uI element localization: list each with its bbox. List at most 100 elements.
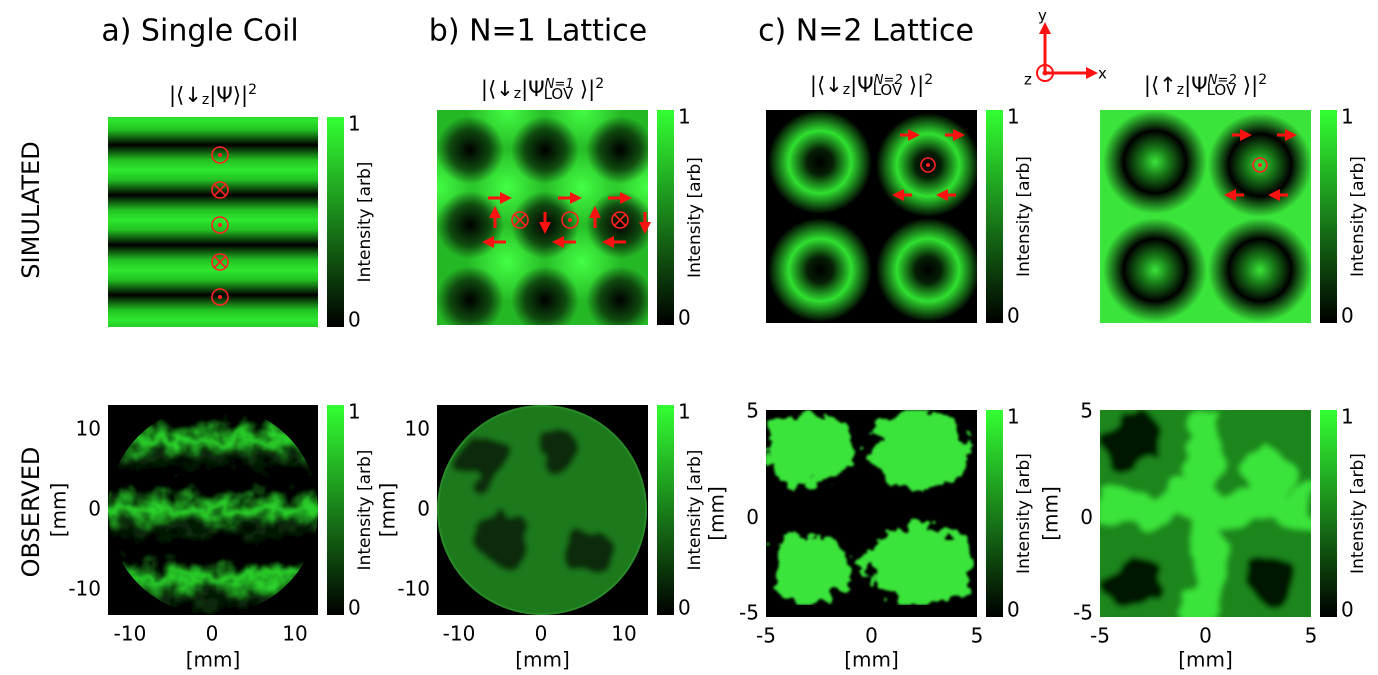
panel-label: |⟨↓z|Ψ⟩|2 (169, 82, 257, 108)
row-label: SIMULATED (17, 141, 45, 278)
column-title: a) Single Coil (101, 14, 298, 49)
x-tick-label: 0 (865, 624, 878, 648)
x-axis-label: [mm] (1178, 648, 1233, 672)
axes-dot (1042, 70, 1048, 76)
y-tick-label: 0 (88, 497, 101, 521)
field-symbols (211, 146, 1268, 306)
obs-image (437, 405, 647, 615)
label-part: |⟨↓ (481, 77, 514, 102)
label-part: ⟩| (573, 77, 595, 102)
colorbar-label: Intensity [arb] (685, 157, 705, 278)
y-axis-label: [mm] (705, 486, 729, 541)
column-title: b) N=1 Lattice (429, 14, 647, 49)
label-part: z (843, 82, 850, 98)
x-tick-label: -10 (114, 622, 147, 646)
colorbar-max: 1 (678, 400, 691, 424)
axis-y: y (1038, 7, 1047, 25)
panel-label: |⟨↑z|ΨN=2 LOV ⟩|2 (1144, 72, 1267, 99)
colorbar-min: 0 (1007, 304, 1020, 328)
y-axis-label: [mm] (47, 483, 71, 538)
colorbar-label: Intensity [arb] (1014, 156, 1034, 277)
colorbar-max: 1 (1007, 405, 1020, 429)
label-part: N=2 (874, 73, 903, 88)
label-part: |Ψ (521, 77, 545, 102)
y-tick-label: 10 (76, 417, 101, 441)
current-arrows (482, 129, 1297, 248)
colorbar (327, 405, 344, 615)
y-tick-label: -10 (68, 577, 101, 601)
x-axis-label: [mm] (515, 648, 570, 672)
label-part: LOV (873, 81, 903, 99)
panel-label: |⟨↓z|ΨN=1 LOV ⟩|2 (481, 76, 604, 103)
colorbar (1320, 410, 1337, 617)
column-title: c) N=2 Lattice (758, 14, 974, 49)
label-part: 2 (595, 76, 604, 92)
label-part: |⟨↓ (810, 73, 843, 98)
colorbar (657, 405, 674, 615)
axes-icon (1036, 22, 1098, 82)
colorbar-min: 0 (348, 596, 361, 620)
colorbar-min: 0 (1007, 598, 1020, 622)
colorbar-max: 1 (678, 105, 691, 129)
obs-image (1100, 410, 1311, 617)
y-axis-label: [mm] (376, 483, 400, 538)
y-tick-label: 5 (746, 399, 759, 423)
row-label: OBSERVED (17, 447, 45, 578)
sim-image (766, 110, 977, 323)
colorbar-label: Intensity [arb] (1014, 453, 1034, 574)
label-part: |Ψ (1184, 73, 1208, 98)
colorbar-label: Intensity [arb] (685, 450, 705, 571)
colorbar (327, 117, 344, 327)
y-tick-label: -5 (739, 601, 759, 625)
colorbar-max: 1 (1341, 405, 1354, 429)
colorbar-max: 1 (348, 112, 361, 136)
x-tick-label: 10 (611, 622, 636, 646)
colorbar-max: 1 (1341, 105, 1354, 129)
colorbar-label: Intensity [arb] (1348, 453, 1368, 574)
axis-x: x (1098, 65, 1107, 83)
colorbar-min: 0 (1341, 304, 1354, 328)
panel-label: |⟨↓z|ΨN=2 LOV ⟩|2 (810, 72, 933, 99)
label-part: ⟩| (902, 73, 924, 98)
sim-image (1100, 110, 1311, 323)
x-tick-label: 5 (1305, 624, 1318, 648)
x-tick-label: -10 (443, 622, 476, 646)
y-tick-label: 10 (405, 417, 430, 441)
y-tick-label: -5 (1073, 601, 1093, 625)
x-tick-label: -5 (1090, 624, 1110, 648)
colorbar (1320, 110, 1337, 323)
label-part: LOV (544, 85, 574, 103)
label-part: N=2 (1208, 73, 1237, 88)
label-part: |⟨↑ (1144, 73, 1177, 98)
colorbar-min: 0 (348, 308, 361, 332)
x-tick-label: -5 (756, 624, 776, 648)
obs-image (766, 410, 977, 617)
x-axis-label: [mm] (186, 648, 241, 672)
y-axis-label: [mm] (1039, 486, 1063, 541)
y-tick-label: -10 (397, 577, 430, 601)
x-tick-label: 0 (535, 622, 548, 646)
colorbar-label: Intensity [arb] (355, 450, 375, 571)
label-part: ⟩| (1236, 73, 1258, 98)
colorbar-min: 0 (678, 306, 691, 330)
colorbar (986, 410, 1003, 617)
colorbar (986, 110, 1003, 323)
x-tick-label: 0 (206, 622, 219, 646)
x-tick-label: 10 (282, 622, 307, 646)
y-tick-label: 0 (1080, 505, 1093, 529)
field-dots (218, 153, 1262, 299)
label-part: 2 (1258, 72, 1267, 88)
colorbar-max: 1 (348, 400, 361, 424)
label-part: z (514, 86, 521, 102)
obs-image (108, 405, 318, 615)
label-part: |Ψ⟩| (209, 83, 248, 108)
colorbar-label: Intensity [arb] (1348, 156, 1368, 277)
label-part: 2 (248, 82, 257, 98)
label-part: N=1 (545, 77, 574, 92)
y-tick-label: 0 (746, 505, 759, 529)
colorbar-min: 0 (1341, 598, 1354, 622)
label-part: LOV (1207, 81, 1237, 99)
y-tick-label: 5 (1080, 399, 1093, 423)
label-part: |⟨↓ (169, 83, 202, 108)
